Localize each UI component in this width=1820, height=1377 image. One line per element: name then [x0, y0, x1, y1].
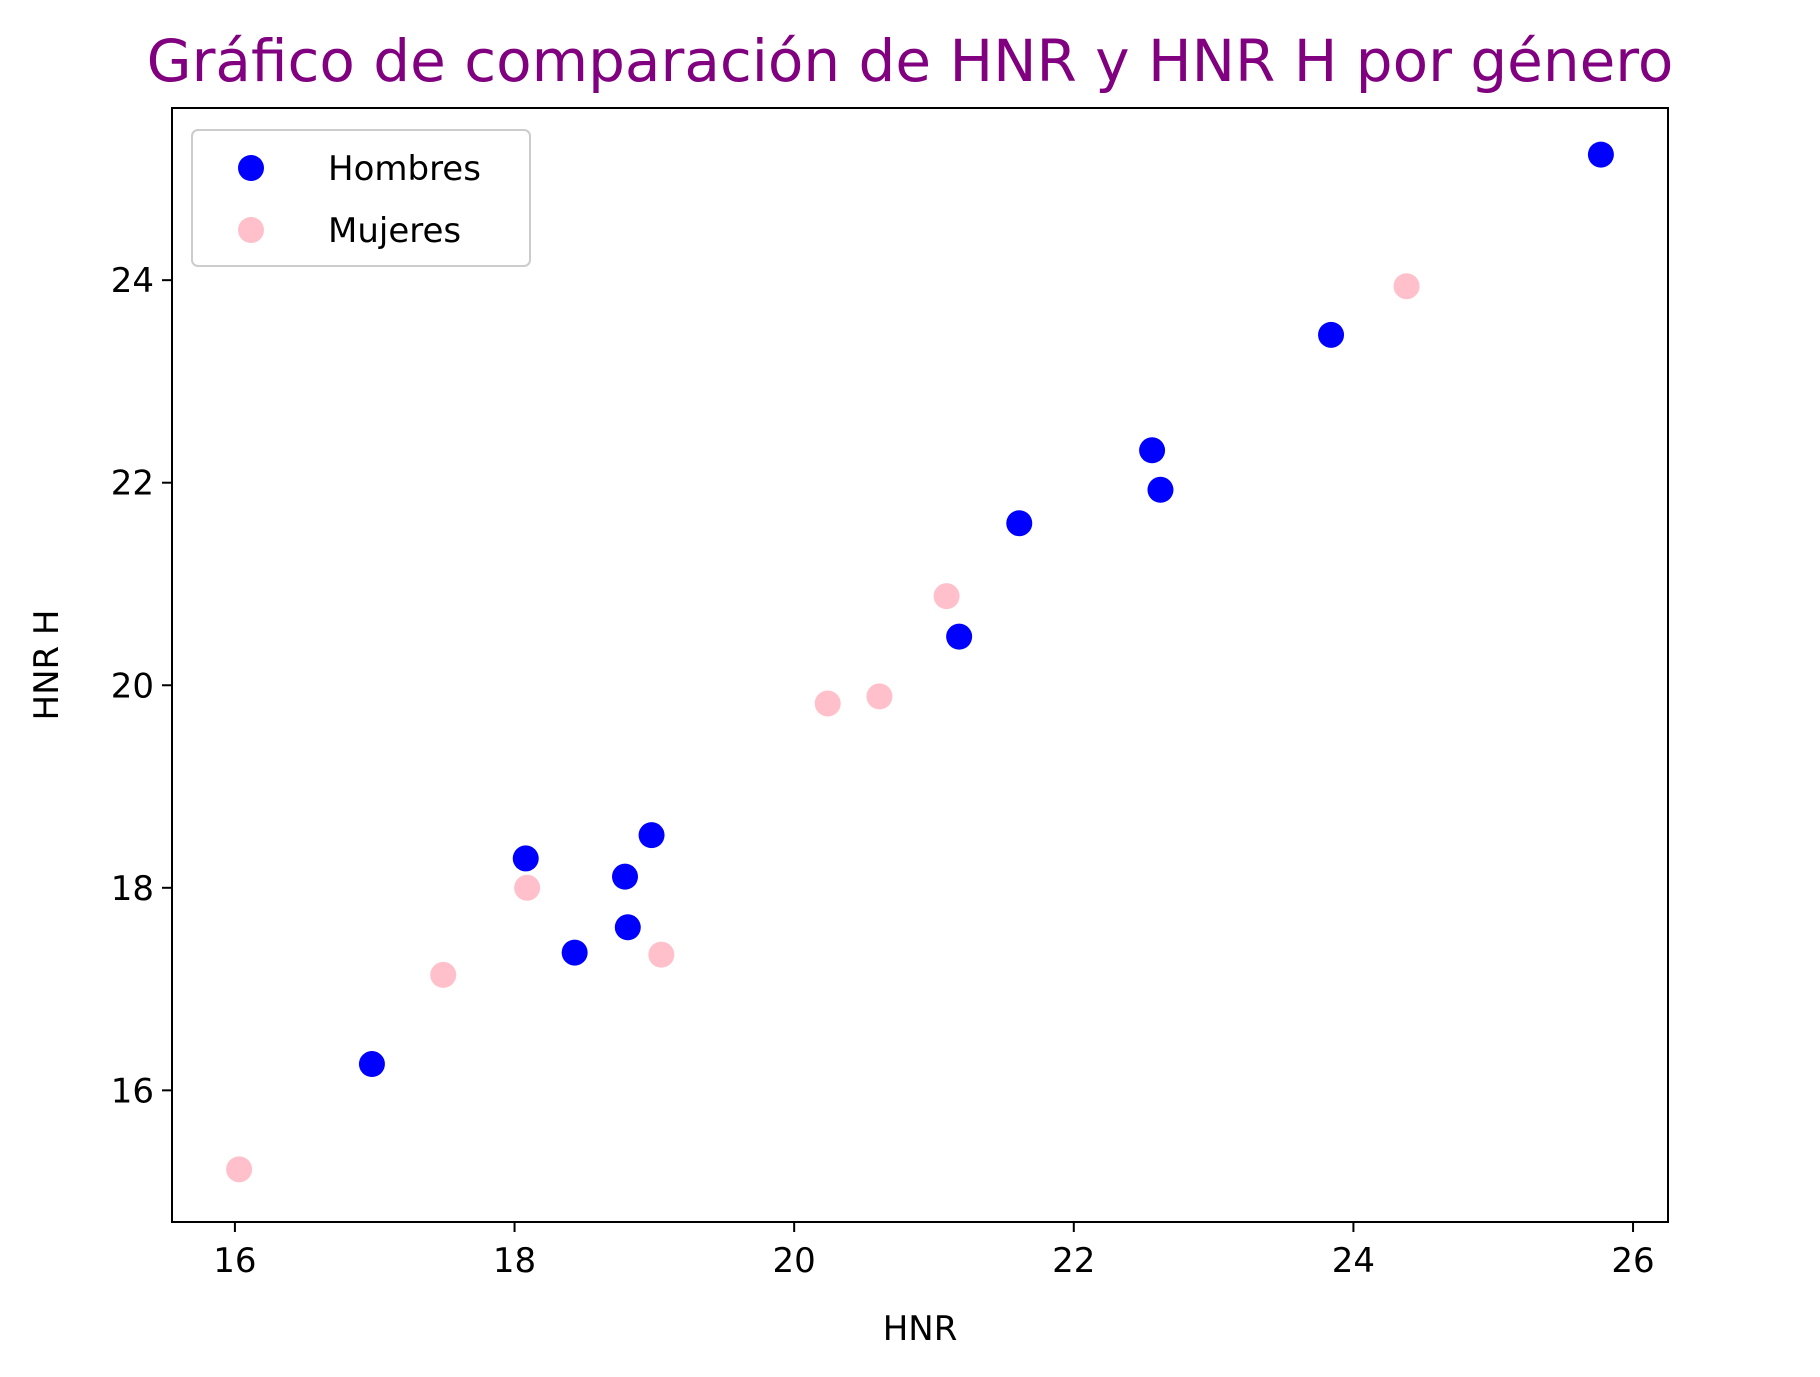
x-tick-label: 24: [1332, 1241, 1375, 1281]
x-tick-label: 18: [493, 1241, 536, 1281]
y-axis-label: HNR H: [27, 610, 67, 721]
data-point: [614, 914, 641, 941]
plot-frame: [171, 107, 1669, 1223]
y-axis: 16 18 20 22 24: [111, 261, 172, 1111]
y-tick-label: 22: [111, 464, 154, 504]
series-mujeres: [226, 273, 1420, 1183]
data-point: [648, 941, 675, 968]
legend: Hombres Mujeres: [191, 129, 531, 267]
data-point: [514, 874, 541, 901]
legend-marker: [238, 155, 264, 181]
data-points: [226, 141, 1614, 1183]
data-point: [638, 822, 665, 849]
plot-area: [171, 107, 1669, 1223]
chart-title: Gráfico de comparación de HNR y HNR H po…: [147, 27, 1674, 95]
x-tick-label: 22: [1052, 1241, 1095, 1281]
data-point: [866, 683, 893, 710]
x-axis-label: HNR: [883, 1309, 958, 1349]
x-axis: 16 18 20 22 24 26: [213, 1222, 1655, 1281]
data-point: [430, 961, 457, 988]
x-tick-label: 20: [773, 1241, 816, 1281]
y-tick-label: 16: [111, 1071, 154, 1111]
series-hombres: [358, 141, 1614, 1078]
legend-box: [191, 129, 531, 267]
y-tick-label: 20: [111, 666, 154, 706]
data-point: [933, 583, 960, 610]
data-point: [1006, 510, 1033, 537]
data-point: [611, 863, 638, 890]
legend-marker: [238, 217, 264, 243]
data-point: [1147, 476, 1174, 503]
legend-label: Mujeres: [328, 211, 461, 251]
data-point: [814, 690, 841, 717]
legend-label: Hombres: [328, 149, 481, 189]
y-tick-label: 24: [111, 261, 154, 301]
data-point: [226, 1156, 253, 1183]
x-tick-label: 16: [213, 1241, 256, 1281]
data-point: [946, 623, 973, 650]
data-point: [512, 845, 539, 872]
data-point: [561, 939, 588, 966]
data-point: [1139, 437, 1166, 464]
x-tick-label: 26: [1611, 1241, 1654, 1281]
y-tick-label: 18: [111, 869, 154, 909]
data-point: [1587, 141, 1614, 168]
data-point: [1318, 321, 1345, 348]
data-point: [1393, 273, 1420, 300]
data-point: [358, 1051, 385, 1078]
